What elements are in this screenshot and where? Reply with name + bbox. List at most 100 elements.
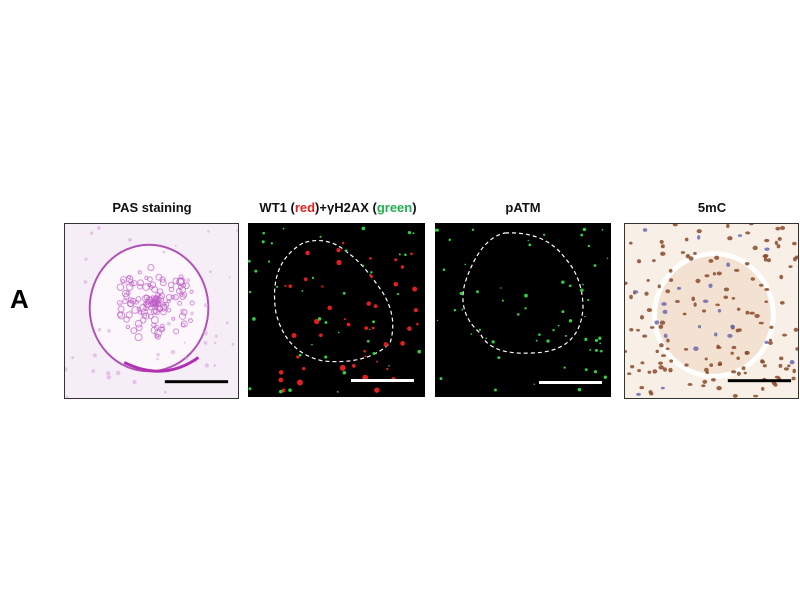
- 5mc-positive-nucleus: [640, 361, 645, 365]
- red-signal: [412, 286, 418, 292]
- green-signal: [298, 353, 302, 357]
- 5mc-positive-nucleus: [704, 274, 710, 278]
- 5mc-positive-nucleus: [672, 224, 678, 227]
- green-signal: [524, 293, 528, 298]
- unstained-nucleus: [730, 324, 735, 329]
- 5mc-positive-nucleus: [781, 333, 788, 337]
- green-signal: [398, 253, 401, 256]
- glomerular-loop: [127, 300, 134, 308]
- tissue-cell: [188, 317, 192, 321]
- green-signal: [362, 264, 365, 267]
- 5mc-positive-nucleus: [630, 365, 635, 369]
- 5mc-positive-nucleus: [693, 251, 697, 255]
- green-signal: [261, 240, 265, 244]
- green-signal: [535, 339, 538, 342]
- red-signal: [343, 318, 347, 321]
- red-signal: [296, 379, 303, 386]
- tissue-cell: [228, 276, 231, 279]
- unstained-nucleus: [702, 299, 709, 303]
- glomerular-loop: [134, 333, 143, 342]
- green-signal: [594, 338, 599, 343]
- 5mc-positive-nucleus: [792, 241, 797, 246]
- green-signal: [404, 253, 407, 257]
- green-signal: [594, 348, 598, 352]
- 5mc-positive-nucleus: [762, 254, 768, 259]
- tissue-cell: [124, 282, 128, 286]
- 5mc-positive-nucleus: [702, 309, 707, 313]
- glomerular-loop: [116, 283, 125, 291]
- glomerular-loop: [167, 281, 175, 289]
- 5mc-positive-nucleus: [704, 367, 709, 373]
- tissue-cell: [183, 341, 186, 344]
- red-signal: [336, 247, 341, 253]
- 5mc-positive-nucleus: [649, 326, 655, 329]
- green-signal: [603, 375, 608, 379]
- 5mc-positive-nucleus: [636, 328, 640, 332]
- green-signal: [311, 276, 315, 280]
- 5mc-positive-nucleus: [665, 347, 670, 351]
- green-signal: [568, 319, 573, 323]
- red-signal: [291, 333, 297, 339]
- green-signal: [412, 232, 415, 235]
- tissue-cell: [132, 379, 137, 385]
- 5mc-positive-nucleus: [780, 225, 786, 231]
- 5mc-positive-nucleus: [682, 312, 687, 316]
- unstained-nucleus: [727, 333, 733, 338]
- glomerular-loop: [142, 302, 147, 307]
- green-signal: [524, 307, 527, 310]
- green-signal: [248, 387, 252, 391]
- 5mc-positive-nucleus: [735, 328, 740, 333]
- green-signal: [582, 227, 587, 232]
- pas-title: PAS staining: [112, 200, 192, 215]
- 5mc-positive-nucleus: [657, 284, 661, 289]
- scale-bar: [727, 379, 792, 383]
- tissue-cell: [90, 231, 94, 235]
- 5mc-positive-nucleus: [637, 369, 642, 373]
- 5mc-positive-nucleus: [753, 394, 759, 398]
- 5mc-positive-nucleus: [777, 237, 782, 241]
- 5mc-positive-nucleus: [794, 255, 798, 260]
- glomerular-loop: [160, 323, 165, 329]
- tissue-cell: [214, 334, 218, 338]
- glomerular-loop: [181, 283, 187, 288]
- red-signal: [400, 341, 405, 346]
- glomerular-loop: [180, 320, 188, 328]
- green-signal: [528, 243, 532, 247]
- green-signal: [464, 263, 466, 266]
- 5mc-positive-nucleus: [696, 229, 702, 234]
- green-signal: [584, 337, 588, 341]
- 5mc-positive-nucleus: [736, 371, 741, 376]
- 5mc-positive-nucleus: [716, 386, 722, 391]
- 5mc-positive-nucleus: [741, 366, 746, 371]
- 5mc-positive-nucleus: [758, 283, 764, 287]
- 5mc-positive-nucleus: [754, 313, 760, 318]
- 5mc-positive-nucleus: [795, 347, 798, 351]
- 5mc-positive-nucleus: [764, 288, 770, 291]
- 5mc-positive-nucleus: [792, 368, 797, 374]
- red-signal: [336, 259, 342, 266]
- 5mc-positive-nucleus: [680, 251, 686, 254]
- green-signal: [459, 291, 463, 296]
- 5mc-positive-nucleus: [723, 295, 729, 300]
- tissue-cell: [225, 321, 229, 325]
- 5mc-positive-nucleus: [761, 386, 765, 391]
- red-signal: [364, 355, 367, 358]
- green-signal: [254, 269, 258, 273]
- 5mc-positive-nucleus: [764, 300, 768, 304]
- 5mc-positive-nucleus: [660, 244, 665, 249]
- glomerular-loop: [150, 316, 159, 325]
- glomerulus-outline: [273, 240, 394, 363]
- 5mc-positive-nucleus: [669, 359, 674, 363]
- unstained-nucleus: [633, 290, 639, 294]
- green-signal: [396, 292, 400, 296]
- 5mc-positive-nucleus: [763, 257, 768, 262]
- glomerular-loop: [166, 307, 172, 313]
- green-signal: [580, 233, 584, 237]
- unstained-nucleus: [789, 359, 795, 365]
- green-signal: [342, 370, 347, 375]
- glomerular-loop: [183, 282, 190, 290]
- 5mc-positive-nucleus: [695, 278, 701, 284]
- 5mc-positive-nucleus: [731, 296, 736, 300]
- glomerular-loop: [141, 312, 148, 319]
- green-signal: [270, 242, 274, 245]
